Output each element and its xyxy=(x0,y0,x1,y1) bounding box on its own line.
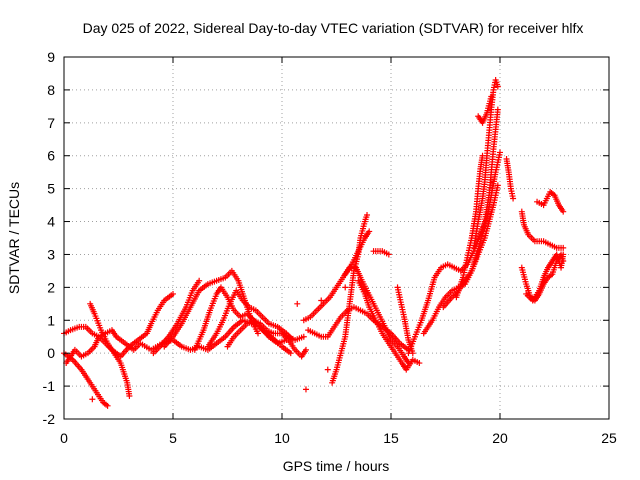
y-tick-label: -1 xyxy=(43,378,56,394)
data-point xyxy=(104,402,111,409)
chart-title: Day 025 of 2022, Sidereal Day-to-day VTE… xyxy=(83,20,584,36)
series-track-p xyxy=(370,248,392,258)
y-tick-label: 3 xyxy=(47,246,55,262)
x-tick-label: 0 xyxy=(60,430,68,446)
series-track-g xyxy=(191,284,294,357)
series-track-c xyxy=(87,300,133,399)
x-tick-label: 25 xyxy=(601,430,617,446)
data-point xyxy=(497,149,503,156)
y-axis-label: SDTVAR / TECUs xyxy=(6,182,22,294)
y-tick-labels: -2 -1 0 1 2 3 4 5 6 7 8 9 xyxy=(43,49,56,427)
x-tick-label: 10 xyxy=(274,430,290,446)
data-point xyxy=(494,182,501,189)
data-point xyxy=(385,251,392,258)
data-point xyxy=(366,228,373,235)
series-track-o xyxy=(355,277,423,373)
data-point xyxy=(196,277,203,284)
y-tick-label: 1 xyxy=(47,312,55,328)
data-point xyxy=(126,392,133,399)
data-point xyxy=(287,350,294,357)
y-tick-label: 0 xyxy=(47,345,55,361)
series-track-aa xyxy=(523,251,567,304)
series-track-ab xyxy=(534,188,567,215)
series-track-q xyxy=(394,284,416,357)
series-track-t xyxy=(440,106,501,311)
data-point xyxy=(560,251,567,258)
data-point xyxy=(255,330,262,337)
x-tick-label: 5 xyxy=(169,430,177,446)
data-point xyxy=(342,284,349,291)
series-track-j xyxy=(279,330,309,360)
x-tick-label: 20 xyxy=(492,430,508,446)
y-tick-label: 7 xyxy=(47,115,55,131)
series-track-h xyxy=(204,287,296,350)
y-tick-label: 2 xyxy=(47,279,55,295)
series-track-w xyxy=(475,93,495,126)
data-point xyxy=(294,300,301,307)
y-tick-label: 5 xyxy=(47,181,55,197)
x-tick-label: 15 xyxy=(383,430,399,446)
series-track-f xyxy=(161,267,262,350)
series-isolated xyxy=(89,284,349,403)
data-point xyxy=(170,290,176,297)
data-point xyxy=(302,346,309,353)
y-tick-label: 4 xyxy=(47,214,55,230)
x-axis-label: GPS time / hours xyxy=(283,458,390,474)
data-point xyxy=(494,106,501,113)
data-point xyxy=(300,333,307,340)
data-point xyxy=(324,366,331,373)
series-track-a xyxy=(61,290,176,360)
y-tick-label: 8 xyxy=(47,82,55,98)
series-track-x xyxy=(503,156,517,202)
data-point xyxy=(560,244,567,251)
y-tick-label: 6 xyxy=(47,148,55,164)
series-track-l xyxy=(305,304,412,353)
data-points xyxy=(61,77,567,409)
y-tick-label: -2 xyxy=(43,411,56,427)
data-point xyxy=(510,195,517,202)
series-track-y xyxy=(518,208,567,251)
plot-frame xyxy=(63,56,610,420)
data-point xyxy=(494,83,501,90)
series-track-b xyxy=(61,350,111,409)
data-point xyxy=(416,360,423,367)
data-point xyxy=(318,297,325,304)
data-point xyxy=(560,208,567,215)
axis-ticks xyxy=(63,56,610,420)
data-point xyxy=(89,396,96,403)
y-tick-label: 9 xyxy=(47,49,55,65)
data-point xyxy=(364,211,371,218)
series-track-n xyxy=(342,228,373,278)
data-point xyxy=(488,93,495,100)
data-point xyxy=(302,386,309,393)
x-tick-labels: 0 5 10 15 20 25 xyxy=(60,430,617,446)
